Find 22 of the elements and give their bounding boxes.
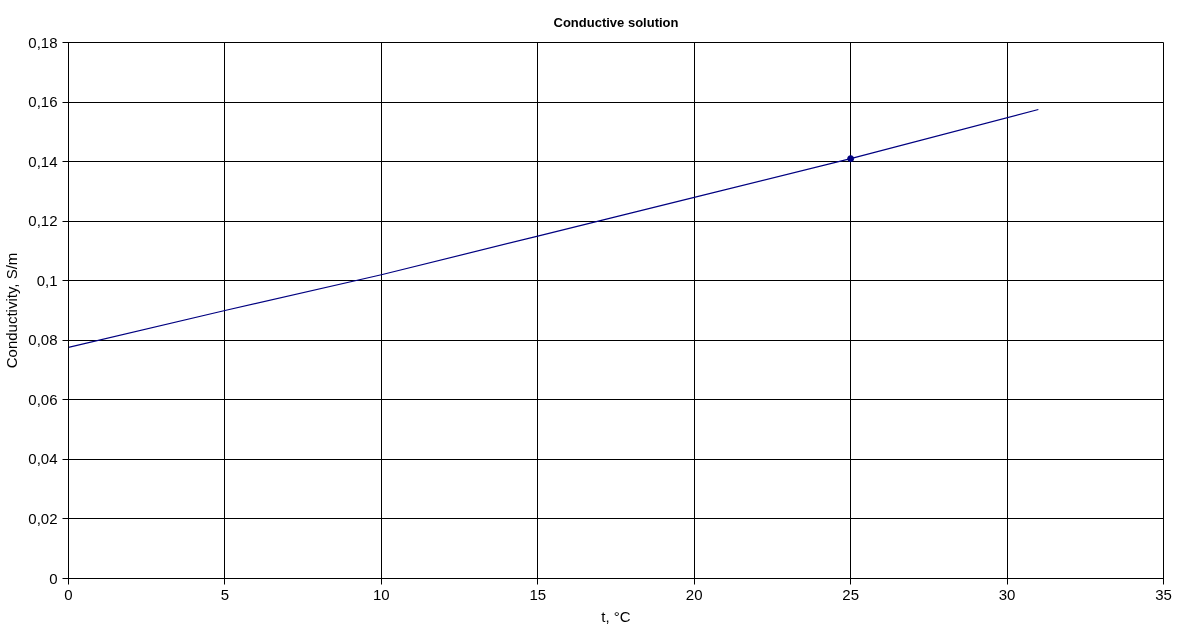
y-tick-label: 0,1 <box>36 271 58 289</box>
y-tick-label: 0,04 <box>28 450 58 468</box>
y-tick-label: 0,06 <box>28 390 58 408</box>
y-tick-label: 0,02 <box>28 509 58 527</box>
y-tick-label: 0 <box>49 569 58 587</box>
x-axis-title: t, °C <box>601 607 631 625</box>
y-tick-label: 0,14 <box>28 152 58 170</box>
x-tick-label: 5 <box>220 585 230 603</box>
chart-title: Conductive solution <box>553 15 679 30</box>
x-tick-label: 15 <box>529 585 547 603</box>
x-tick-label: 30 <box>998 585 1016 603</box>
y-axis-title: Conductivity, S/m <box>3 252 21 369</box>
y-tick-label: 0,18 <box>28 33 58 51</box>
x-tick-label: 35 <box>1155 585 1172 603</box>
y-tick-label: 0,16 <box>28 93 58 111</box>
y-tick-label: 0,08 <box>28 331 58 349</box>
x-tick-label: 20 <box>685 585 703 603</box>
x-tick-label: 25 <box>842 585 859 603</box>
x-tick-label: 10 <box>373 585 390 603</box>
y-tick-label: 0,12 <box>28 212 58 230</box>
line-series <box>68 108 1039 349</box>
x-tick-label: 0 <box>64 585 73 603</box>
